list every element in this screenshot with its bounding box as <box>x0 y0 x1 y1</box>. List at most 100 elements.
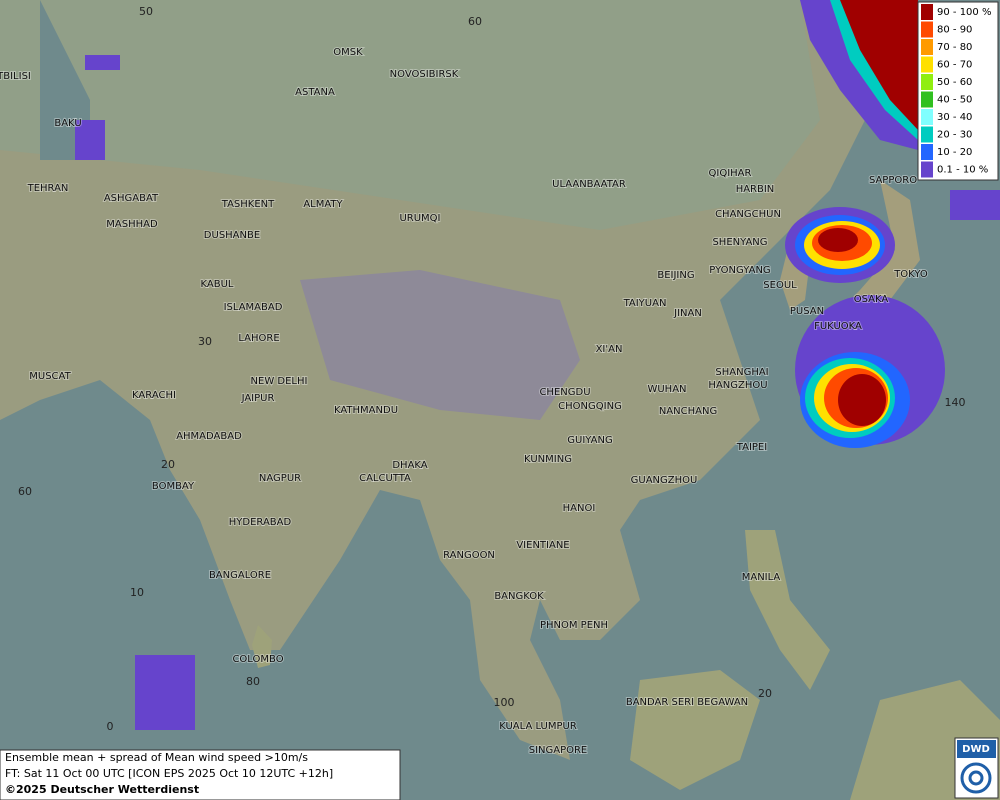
city-label: SHANGHAI <box>715 367 768 378</box>
city-label: KABUL <box>201 279 234 290</box>
city-label: LAHORE <box>238 333 279 344</box>
city-label: TAIPEI <box>736 442 767 453</box>
graticule-label: 50 <box>139 5 153 18</box>
city-label: DHAKA <box>392 460 427 471</box>
city-label: GUANGZHOU <box>631 475 698 486</box>
city-label: RANGOON <box>443 550 495 561</box>
logo: DWD <box>962 744 990 755</box>
graticule-label: 60 <box>468 15 482 28</box>
city-label: TAIYUAN <box>623 298 667 309</box>
city-label: TASHKENT <box>221 199 275 210</box>
legend-swatch <box>921 126 933 143</box>
city-label: KARACHI <box>132 390 176 401</box>
legend-swatch <box>921 161 933 178</box>
legend-label: 60 - 70 <box>937 60 972 71</box>
legend-label: 30 - 40 <box>937 112 972 123</box>
city-label: JINAN <box>673 308 702 319</box>
legend-swatch <box>921 56 933 73</box>
city-label: VIENTIANE <box>516 540 569 551</box>
city-labels: OMSK NOVOSIBIRSK ASTANA TBILISI BAKU TEHRAN AS… <box>0 46 929 757</box>
city-label: NEW DELHI <box>251 376 308 387</box>
legend-label: 80 - 90 <box>937 25 972 36</box>
graticule-labels: 50 60 30 20 60 10 80 0 100 140 20 <box>18 5 966 733</box>
city-label: SEOUL <box>763 280 797 291</box>
logo-icon <box>960 762 992 794</box>
city-label: NOVOSIBIRSK <box>390 69 459 80</box>
city-label: ASTANA <box>295 87 335 98</box>
legend-label: 10 - 20 <box>937 147 972 158</box>
logo-icon <box>968 770 984 786</box>
legend-swatch <box>921 21 933 38</box>
legend-label: 0.1 - 10 % <box>937 165 988 176</box>
city-label: KATHMANDU <box>334 405 398 416</box>
legend-swatch <box>921 144 933 160</box>
city-label: AHMADABAD <box>176 431 242 442</box>
borneo <box>630 670 760 790</box>
city-label: KUNMING <box>524 454 572 465</box>
graticule-label: 0 <box>107 720 114 733</box>
graticule-label: 100 <box>494 696 515 709</box>
footer-box <box>0 749 401 800</box>
footer-line: Ensemble mean + spread of Mean wind spee… <box>5 751 308 764</box>
sri-lanka <box>252 625 272 668</box>
city-label: BANDAR SERI BEGAWAN <box>626 697 748 708</box>
city-label: BANGKOK <box>494 591 544 602</box>
legend-label: 70 - 80 <box>937 42 972 53</box>
legend-label: 20 - 30 <box>937 130 972 141</box>
graticule-label: 30 <box>198 335 212 348</box>
philippines <box>745 530 830 690</box>
graticule-label: 80 <box>246 675 260 688</box>
city-label: PYONGYANG <box>709 265 770 276</box>
city-label: BAKU <box>54 118 81 129</box>
city-label: TBILISI <box>0 71 31 82</box>
legend-swatch <box>921 74 933 90</box>
city-label: ALMATY <box>303 199 343 210</box>
city-label: SAPPORO <box>869 175 917 186</box>
city-label: WUHAN <box>647 384 686 395</box>
city-label: CHANGCHUN <box>715 209 781 220</box>
legend-swatch <box>921 91 933 108</box>
city-label: CALCUTTA <box>359 473 411 484</box>
city-label: CHENGDU <box>539 387 590 398</box>
city-label: CHONGQING <box>558 401 622 412</box>
city-label: ULAANBAATAR <box>552 179 626 190</box>
city-label: HARBIN <box>736 184 775 195</box>
land-north <box>0 0 820 230</box>
city-label: HANOI <box>563 503 596 514</box>
city-label: SHENYANG <box>712 237 767 248</box>
legend-label: 50 - 60 <box>937 77 972 88</box>
city-label: BEIJING <box>657 270 694 281</box>
city-label: BOMBAY <box>152 481 195 492</box>
graticule-label: 10 <box>130 586 144 599</box>
city-label: ISLAMABAD <box>224 302 283 313</box>
copyright: ©2025 Deutscher Wetterdienst <box>5 783 199 796</box>
city-label: URUMQI <box>399 213 440 224</box>
city-label: MUSCAT <box>29 371 71 382</box>
city-label: SINGAPORE <box>529 745 588 756</box>
city-label: XI'AN <box>596 344 623 355</box>
city-label: FUKUOKA <box>814 321 862 332</box>
graticule-label: 140 <box>945 396 966 409</box>
city-label: QIQIHAR <box>709 168 752 179</box>
city-label: JAIPUR <box>241 393 275 404</box>
city-label: COLOMBO <box>232 654 283 665</box>
legend-swatch <box>921 39 933 55</box>
city-label: KUALA LUMPUR <box>499 721 577 732</box>
city-label: BANGALORE <box>209 570 271 581</box>
city-label: HANGZHOU <box>708 380 767 391</box>
legend-swatch <box>921 4 933 20</box>
city-label: MASHHAD <box>106 219 158 230</box>
city-label: OSAKA <box>854 294 889 305</box>
city-label: PUSAN <box>790 306 824 317</box>
city-label: HYDERABAD <box>229 517 292 528</box>
city-label: MANILA <box>742 572 781 583</box>
legend-label: 40 - 50 <box>937 95 972 106</box>
legend-label: 90 - 100 % <box>937 7 991 18</box>
city-label: ASHGABAT <box>104 193 159 204</box>
graticule-label: 20 <box>758 687 772 700</box>
logo-band <box>957 740 996 758</box>
city-label: DUSHANBE <box>204 230 260 241</box>
city-label: PHNOM PENH <box>540 620 608 631</box>
